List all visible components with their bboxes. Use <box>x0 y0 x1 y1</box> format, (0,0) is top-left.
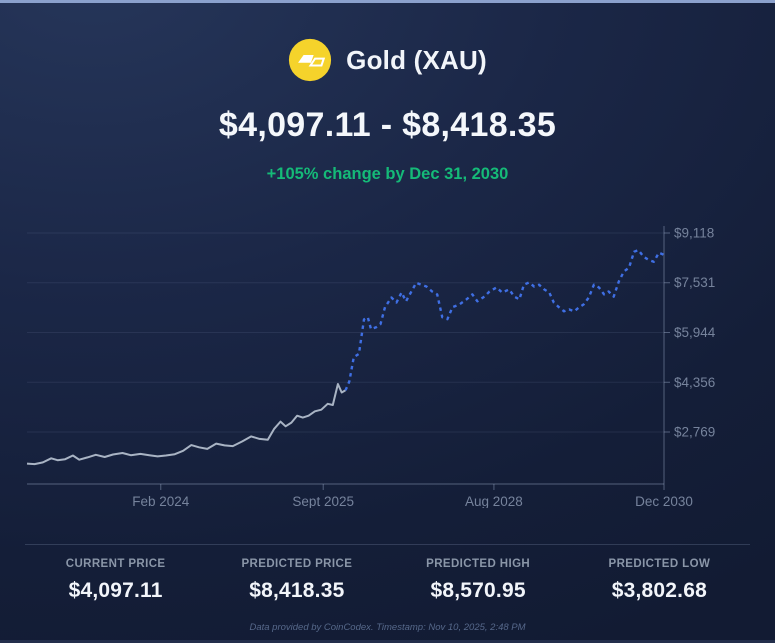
stat-value: $4,097.11 <box>68 579 163 602</box>
bottom-edge-strip <box>0 640 775 643</box>
predicted-price-range: $4,097.11 - $8,418.35 <box>218 106 557 144</box>
y-tick-label: $2,769 <box>674 425 715 440</box>
price-chart[interactable]: $9,118 $7,531 $5,944 $4,356 $2,769 Feb 2024 Se… <box>0 218 775 508</box>
page-title: Gold (XAU) <box>346 44 487 75</box>
gold-coin-icon <box>288 38 332 82</box>
stat-label: CURRENT PRICE <box>65 558 166 570</box>
predicted-series-line <box>344 248 665 391</box>
stat-predicted-high: PREDICTED HIGH $8,570.95 <box>388 558 569 603</box>
stats-divider <box>25 544 750 545</box>
x-tick-label: Sept 2025 <box>292 494 354 508</box>
stat-value: $8,418.35 <box>249 579 345 602</box>
change-summary: +105% change by Dec 31, 2030 <box>266 165 509 183</box>
coin-header: Gold (XAU) <box>0 38 775 82</box>
stat-current-price: CURRENT PRICE $4,097.11 <box>25 558 206 603</box>
x-tick-label: Aug 2028 <box>465 494 523 508</box>
stat-predicted-price: PREDICTED PRICE $8,418.35 <box>206 558 387 603</box>
y-tick-label: $4,356 <box>674 375 715 390</box>
stat-value: $3,802.68 <box>611 579 707 602</box>
top-accent-bar <box>0 0 775 3</box>
x-tick-label: Dec 2030 <box>635 494 693 508</box>
x-tick-label: Feb 2024 <box>132 494 190 508</box>
footer-attribution: Data provided by CoinCodex. Timestamp: N… <box>249 622 526 633</box>
stat-label: PREDICTED PRICE <box>241 558 353 570</box>
stats-row: CURRENT PRICE $4,097.11 PREDICTED PRICE … <box>25 558 750 603</box>
stat-label: PREDICTED LOW <box>608 558 711 570</box>
y-tick-label: $5,944 <box>674 325 716 340</box>
y-tick-label: $7,531 <box>674 275 715 290</box>
historical-series-line <box>26 383 347 466</box>
stat-value: $8,570.95 <box>430 579 526 602</box>
y-tick-label: $9,118 <box>674 226 714 241</box>
price-chart-svg[interactable]: $9,118 $7,531 $5,944 $4,356 $2,769 Feb 2024 Se… <box>0 218 775 508</box>
stat-label: PREDICTED HIGH <box>426 558 531 570</box>
stat-predicted-low: PREDICTED LOW $3,802.68 <box>569 558 750 603</box>
